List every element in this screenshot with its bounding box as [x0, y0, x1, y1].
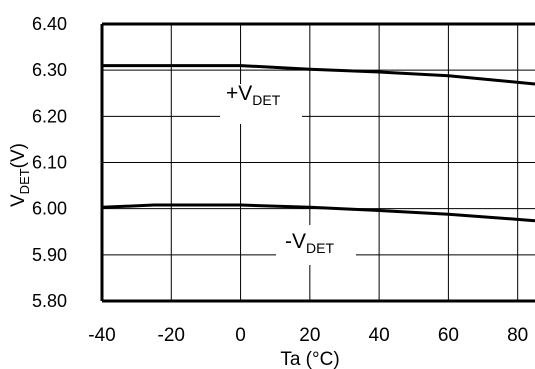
x-tick-label: 60	[438, 325, 459, 346]
series-label-background	[276, 225, 356, 265]
y-tick-label: 5.90	[32, 245, 67, 265]
x-tick-label: -40	[88, 325, 115, 346]
y-tick-label: 6.00	[32, 199, 67, 219]
x-axis-title: Ta (°C)	[280, 349, 339, 369]
y-tick-label: 6.10	[32, 153, 67, 173]
series-label-background	[220, 84, 302, 124]
series-layer	[101, 64, 535, 223]
y-axis-title: VDET(V)	[8, 143, 32, 207]
y-tick-label: 5.80	[32, 291, 67, 311]
x-tick-label: 20	[299, 325, 320, 346]
series-line-plus-vdet	[102, 64, 535, 86]
tick-layer: 5.80 5.90 6.00 6.10 6.20 6.30 6.40 -40 -20 0 20 40 6…	[32, 14, 528, 346]
x-tick-label: -20	[158, 325, 185, 346]
series-label-plus-vdet: +VDET	[226, 82, 281, 108]
x-tick-label: 80	[507, 325, 528, 346]
x-tick-label: 40	[369, 325, 390, 346]
label-layer: +VDET -VDET Ta (°C) VDET(V)	[8, 82, 356, 369]
x-tick-label: 0	[235, 325, 246, 346]
series-label-minus-vdet: -VDET	[285, 230, 334, 256]
series-line-minus-vdet	[101, 203, 535, 223]
frame-layer	[100, 22, 535, 303]
y-tick-label: 6.30	[32, 60, 67, 80]
y-tick-label: 6.40	[32, 14, 67, 34]
y-tick-label: 6.20	[32, 106, 67, 126]
